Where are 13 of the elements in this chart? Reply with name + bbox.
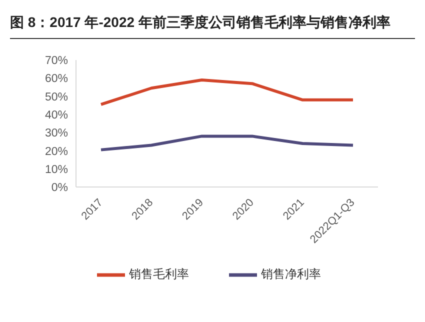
chart-title: 图 8：2017 年-2022 年前三季度公司销售毛利率与销售净利率	[10, 8, 415, 39]
y-tick-label: 70%	[44, 55, 68, 68]
y-tick-label: 50%	[44, 91, 68, 104]
legend-label: 销售毛利率	[129, 267, 189, 282]
line-series	[100, 78, 354, 106]
legend-label: 销售净利率	[261, 267, 321, 282]
y-tick-label: 30%	[44, 128, 68, 140]
y-tick-label: 10%	[44, 164, 68, 176]
y-tick-label: 40%	[44, 110, 68, 122]
y-tick-label: 60%	[44, 73, 68, 86]
y-tick-label: 0%	[51, 182, 68, 194]
line-series	[100, 134, 354, 152]
y-tick-label: 20%	[44, 146, 68, 158]
